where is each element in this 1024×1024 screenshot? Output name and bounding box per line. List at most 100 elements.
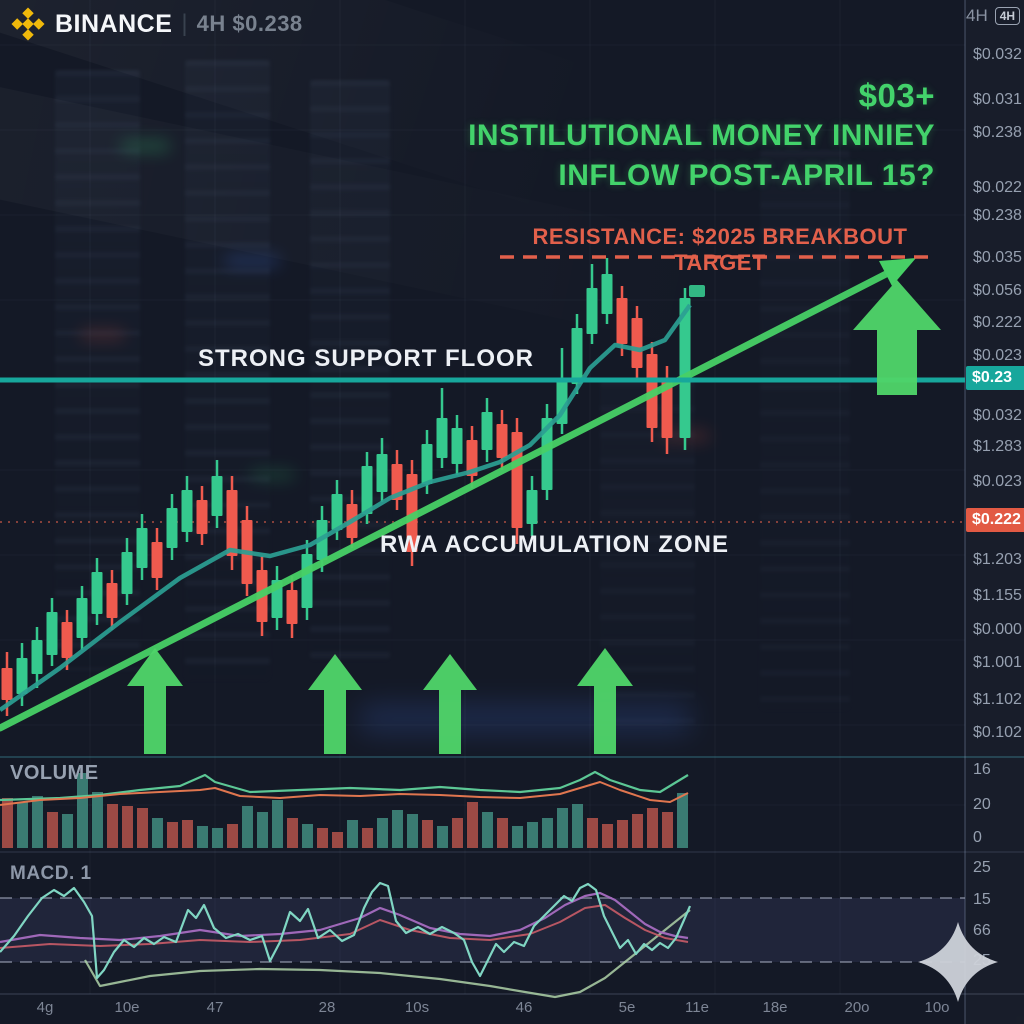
candle-body: [286, 590, 298, 624]
candle-body: [481, 412, 493, 450]
candle-body: [91, 572, 103, 614]
candle-body: [31, 640, 43, 674]
candle-body: [121, 552, 133, 594]
candle-body: [196, 500, 208, 534]
axis-label: $0.032: [973, 46, 1022, 63]
timeframe-label: 4H: [966, 6, 988, 25]
candle-body: [586, 288, 598, 334]
axis-label: $0.222: [973, 314, 1022, 331]
axis-label: 15: [973, 891, 991, 908]
candle-body: [136, 528, 148, 568]
volume-bar: [107, 804, 118, 848]
time-axis-label: 11e: [685, 999, 709, 1016]
background-glow-zone: [360, 705, 690, 733]
axis-label: $0.238: [973, 124, 1022, 141]
axis-label: $0.023: [973, 473, 1022, 490]
volume-bar: [317, 828, 328, 848]
timeframe-selector[interactable]: 4H 4H: [966, 6, 1021, 26]
volume-bar: [62, 814, 73, 848]
candle-body: [211, 476, 223, 516]
volume-bar: [242, 806, 253, 848]
axis-label: $0.023: [973, 347, 1022, 364]
timeframe-badge[interactable]: 4H: [994, 7, 1021, 25]
macd-pale-line: [84, 909, 691, 999]
volume-bar: [617, 820, 628, 848]
headline-line3: INFLOW POST-APRIL 15?: [558, 159, 935, 192]
background-server-rack: [185, 60, 270, 680]
sparkle-icon: [918, 922, 998, 1002]
volume-bar: [557, 808, 568, 848]
axis-label: $0.056: [973, 282, 1022, 299]
axis-label: $0.022: [973, 179, 1022, 196]
macd-band: [0, 898, 965, 962]
up-arrow-icon: [127, 648, 183, 754]
binance-logo-icon: [11, 7, 45, 41]
axis-label: $1.102: [973, 691, 1022, 708]
resistance-label: RESISTANCE: $2025 BREAKBOUT TARGET: [532, 224, 908, 275]
volume-bar: [182, 820, 193, 848]
volume-bar: [272, 800, 283, 848]
background-server-rack: [760, 150, 850, 710]
volume-bar: [497, 818, 508, 848]
time-axis-label: 18e: [762, 999, 788, 1016]
up-arrow-icon: [423, 654, 477, 754]
candle-body: [601, 274, 613, 314]
header-timeframe-price: 4H $0.238: [196, 11, 303, 36]
candle-body: [376, 454, 388, 492]
time-axis-label: 28: [318, 999, 336, 1016]
candle-body: [61, 622, 73, 658]
candle-body: [466, 440, 478, 476]
volume-ma-green: [0, 770, 689, 802]
candle-body: [166, 508, 178, 548]
brand-name: BINANCE: [55, 9, 173, 38]
time-axis-label: 10s: [404, 999, 430, 1016]
axis-label: $1.203: [973, 551, 1022, 568]
volume-bar: [347, 820, 358, 848]
macd-signal-line: [0, 891, 689, 944]
volume-bar: [302, 824, 313, 848]
header-divider: |: [181, 10, 188, 37]
candle-body: [301, 554, 313, 608]
support-label: STRONG SUPPORT FLOOR: [198, 345, 535, 372]
volume-bar: [167, 822, 178, 848]
time-axis[interactable]: 4g 10e 47 28 10s 46 5e 11e 18e 20o 10o: [0, 999, 1024, 1024]
background-led-glow: [80, 330, 125, 340]
candle-body: [541, 418, 553, 490]
candle-body: [331, 494, 343, 530]
candle-body: [511, 432, 523, 528]
time-axis-label: 47: [206, 999, 224, 1016]
volume-ma-orange: [0, 781, 689, 806]
candle-body: [391, 464, 403, 500]
volume-bar: [677, 793, 688, 848]
time-axis-label: 10e: [114, 999, 140, 1016]
axis-label: $0.035: [973, 249, 1022, 266]
volume-bar: [572, 804, 583, 848]
headline: $03+ INSTILUTIONAL MONEY INNIEY INFLOW P…: [468, 76, 935, 196]
up-arrow-icon: [308, 654, 362, 754]
volume-bar: [122, 806, 133, 848]
candle-body: [451, 428, 463, 464]
time-axis-label: 46: [515, 999, 533, 1016]
trendline: [0, 268, 894, 732]
volume-bar: [212, 828, 223, 848]
accumulation-zone-label: RWA ACCUMULATION ZONE: [380, 531, 729, 558]
candle-body: [631, 318, 643, 368]
volume-bar: [47, 812, 58, 848]
price-tag-badge: $0.23: [966, 366, 1024, 390]
macd-main-line: [0, 881, 692, 980]
volume-bar: [152, 818, 163, 848]
axis-label: $0.000: [973, 621, 1022, 638]
axis-label: $1.283: [973, 438, 1022, 455]
axis-label: 25: [973, 859, 991, 876]
headline-line1: $03+: [858, 77, 935, 114]
volume-bar: [17, 802, 28, 848]
candle-body: [436, 418, 448, 458]
time-axis-label: 4g: [36, 999, 54, 1016]
volume-bar: [452, 818, 463, 848]
candle-body: [181, 490, 193, 532]
candle-body: [616, 298, 628, 344]
volume-bar: [512, 826, 523, 848]
price-axis[interactable]: $0.032 $0.031 $0.238 $0.022 $0.238 $0.035 $0.0…: [966, 0, 1024, 995]
